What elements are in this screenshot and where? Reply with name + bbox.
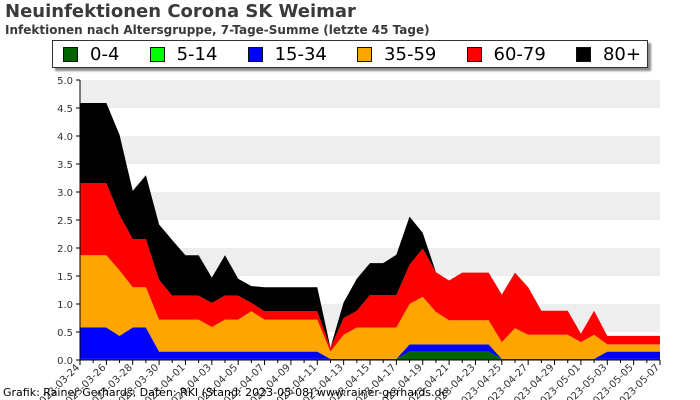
- series-area-15-34: [80, 327, 660, 359]
- grid-band: [80, 220, 660, 248]
- legend-label: 35-59: [384, 43, 437, 65]
- chart-subtitle: Infektionen nach Altersgruppe, 7-Tage-Su…: [5, 23, 430, 37]
- legend-item-5-14: 5-14: [149, 43, 218, 65]
- chart-legend: 0-4 5-14 15-34 35-59 60-79 80+: [52, 40, 648, 68]
- grid-band: [80, 192, 660, 220]
- y-tick-label: 3.0: [57, 188, 73, 199]
- legend-item-80+: 80+: [575, 43, 641, 65]
- y-tick-label: 2.0: [57, 244, 73, 255]
- y-tick-label: 1.5: [57, 272, 73, 283]
- y-tick-label: 0.5: [57, 328, 73, 339]
- grid-band: [80, 136, 660, 164]
- legend-label: 0-4: [90, 43, 120, 65]
- legend-item-0-4: 0-4: [63, 44, 119, 65]
- y-tick-label: 3.5: [57, 160, 73, 171]
- legend-label: 60-79: [493, 43, 546, 65]
- series-area-60-79: [80, 183, 660, 352]
- y-tick-label: 0.0: [57, 356, 73, 367]
- legend-swatch: [466, 46, 482, 62]
- grid-band: [80, 164, 660, 192]
- y-tick-label: 2.5: [57, 216, 73, 227]
- legend-item-60-79: 60-79: [466, 43, 546, 65]
- series-area-0-4: [80, 351, 660, 360]
- legend-swatch: [149, 46, 165, 62]
- y-tick-label: 1.0: [57, 300, 73, 311]
- legend-label: 5-14: [176, 43, 218, 65]
- series-area-35-59: [80, 255, 660, 359]
- legend-swatch: [247, 46, 263, 62]
- legend-swatch: [63, 46, 78, 62]
- y-tick-label: 4.0: [57, 132, 73, 143]
- legend-swatch: [575, 46, 591, 62]
- legend-label: 15-34: [274, 43, 327, 65]
- series-area-80+: [80, 102, 660, 348]
- chart-footer-credit: Grafik: Rainer Gerhards, Daten: RKI (Sta…: [3, 386, 449, 399]
- y-tick-label: 5.0: [57, 76, 73, 87]
- legend-swatch: [357, 46, 373, 62]
- grid-band: [80, 108, 660, 136]
- legend-item-15-34: 15-34: [247, 43, 327, 65]
- grid-band: [80, 80, 660, 108]
- legend-label: 80+: [602, 43, 641, 65]
- chart-title: Neuinfektionen Corona SK Weimar: [5, 1, 356, 22]
- y-tick-label: 4.5: [57, 104, 73, 115]
- legend-item-35-59: 35-59: [357, 44, 436, 65]
